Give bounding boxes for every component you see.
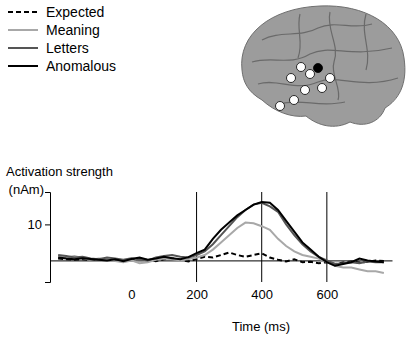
brain-illustration [242, 6, 405, 126]
reference-line [196, 192, 197, 282]
brain-sulcus [364, 14, 367, 70]
brain-sulcus [252, 48, 392, 62]
y-axis-line [45, 193, 51, 283]
legend-label: Meaning [46, 22, 100, 38]
brain-sulcus [262, 24, 372, 40]
y-axis: 10 [28, 193, 51, 283]
legend-swatch [8, 11, 38, 13]
x-axis-title: Time (ms) [232, 319, 290, 334]
y-axis-title: Activation strength [6, 164, 113, 179]
reference-line [261, 192, 262, 282]
brain-outline [242, 6, 405, 126]
source-dot [276, 102, 285, 111]
source-dot [297, 63, 306, 72]
legend-label: Expected [46, 4, 104, 20]
legend-swatch [8, 65, 38, 67]
series-line [58, 203, 384, 264]
y-tick-label: 10 [28, 217, 42, 232]
source-dot [314, 64, 323, 73]
legend-swatch [8, 29, 38, 31]
chart: Expected Meaning Letters Anomalous Activatio… [0, 0, 417, 341]
y-tick-mark [45, 224, 50, 225]
x-tick: 200 [186, 260, 208, 302]
source-dot [326, 74, 335, 83]
reference-lines [197, 192, 327, 282]
x-tick: 400 [251, 260, 273, 302]
source-dot [287, 74, 296, 83]
source-dot [301, 86, 310, 95]
y-axis-unit: (nAm) [9, 182, 44, 197]
series-lines [58, 202, 384, 273]
x-tick-label: 400 [251, 287, 273, 302]
x-tick-label: 0 [128, 287, 135, 302]
brain-sulcus [298, 14, 300, 58]
legend-swatch [8, 47, 38, 49]
x-tick-label: 600 [317, 287, 339, 302]
brain-sulcus [329, 12, 339, 100]
y-tick: 10 [28, 217, 50, 232]
source-dot [290, 96, 299, 105]
source-dot [306, 70, 315, 79]
legend: Expected Meaning Letters Anomalous [8, 4, 116, 74]
x-tick: 0 [128, 260, 135, 302]
source-dot [318, 84, 327, 93]
legend-label: Anomalous [46, 58, 116, 74]
series-line [58, 202, 384, 266]
reference-line [326, 192, 327, 282]
x-tick-label: 200 [186, 287, 208, 302]
legend-label: Letters [46, 40, 89, 56]
